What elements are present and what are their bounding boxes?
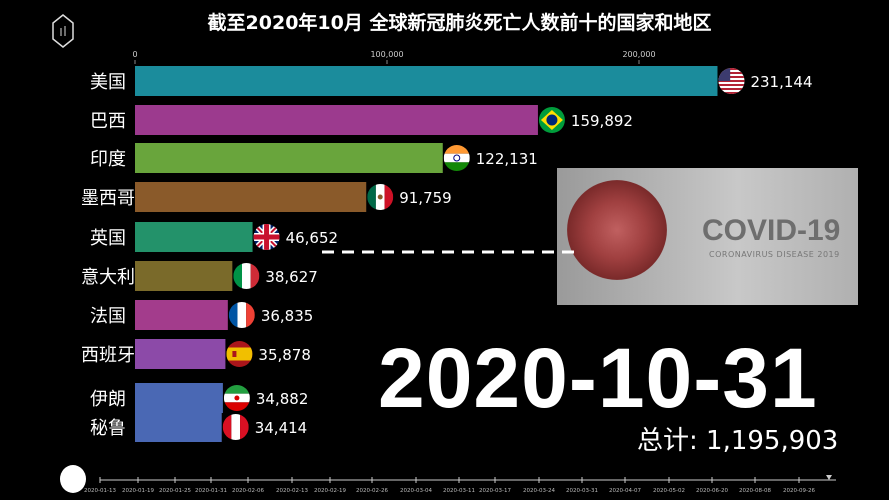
bar (135, 222, 253, 252)
peru-flag-icon (222, 414, 249, 440)
timeline-progress-marker[interactable] (826, 475, 832, 480)
timeline-label: 2020-02-26 (356, 488, 388, 494)
category-label: 美国 (90, 72, 126, 93)
us-flag-icon (718, 68, 745, 94)
category-label: 秘鲁 (90, 418, 126, 439)
x-tick-label: 200,000 (622, 50, 655, 59)
x-tick-label: 100,000 (370, 50, 403, 59)
uk-flag-icon (253, 224, 280, 250)
timeline-label: 2020-06-20 (696, 488, 728, 494)
category-label: 墨西哥 (81, 188, 135, 209)
timeline-label: 2020-03-17 (479, 488, 511, 494)
category-label: 意大利 (81, 267, 135, 288)
bar (135, 143, 443, 173)
value-label: 35,878 (258, 346, 311, 364)
covid-image: COVID-19 CORONAVIRUS DISEASE 2019 (557, 168, 858, 305)
total-deaths: 总计: 1,195,903 (637, 426, 839, 456)
brazil-flag-icon (538, 107, 565, 133)
covid-image-title: COVID-19 (702, 214, 841, 247)
bar (135, 383, 223, 413)
france-flag-icon (228, 302, 255, 328)
bar (135, 66, 718, 96)
iran-flag-icon (223, 385, 250, 411)
timeline-label: 2020-05-02 (653, 488, 685, 494)
timeline-label: 2020-08-08 (739, 488, 771, 494)
value-label: 36,835 (261, 307, 314, 325)
timeline-label: 2020-02-13 (276, 488, 308, 494)
timeline-label: 2020-02-19 (314, 488, 346, 494)
india-flag-icon (443, 145, 470, 171)
italy-flag-icon (233, 263, 260, 289)
mexico-flag-icon (367, 184, 394, 210)
timeline-label: 2020-01-25 (159, 488, 191, 494)
value-label: 231,144 (750, 73, 812, 91)
value-label: 46,652 (286, 229, 339, 247)
value-label: 122,131 (476, 150, 538, 168)
bar (135, 105, 538, 135)
value-label: 38,627 (265, 268, 318, 286)
timeline-label: 2020-01-19 (122, 488, 154, 494)
bar (135, 182, 367, 212)
bar (135, 412, 222, 442)
chart-title: 截至2020年10月 全球新冠肺炎死亡人数前十的国家和地区 (207, 12, 712, 34)
timeline-label: 2020-01-31 (195, 488, 227, 494)
play-button[interactable] (60, 465, 86, 493)
bar (135, 339, 226, 369)
covid-image-subtitle: CORONAVIRUS DISEASE 2019 (709, 250, 840, 259)
category-label: 法国 (90, 306, 126, 327)
category-label: 印度 (90, 149, 126, 170)
timeline-label: 2020-02-06 (232, 488, 264, 494)
timeline-label: 2020-03-31 (566, 488, 598, 494)
virus-illustration (567, 180, 667, 280)
timeline-label: 2020-03-04 (400, 488, 432, 494)
bar (135, 300, 228, 330)
value-label: 34,414 (255, 419, 307, 437)
spain-flag-icon (226, 341, 253, 367)
timeline-label: 2020-03-24 (523, 488, 555, 494)
current-date: 2020-10-31 (378, 331, 818, 425)
x-tick-label: 0 (132, 50, 137, 59)
category-label: 伊朗 (90, 389, 126, 410)
category-label: 英国 (90, 228, 126, 249)
timeline-label: 2020-03-11 (443, 488, 475, 494)
value-label: 91,759 (399, 189, 452, 207)
category-label: 西班牙 (81, 345, 135, 366)
bar (135, 261, 233, 291)
logo-icon (52, 14, 74, 48)
timeline-label: 2020-01-13 (84, 488, 116, 494)
value-label: 34,882 (256, 390, 309, 408)
value-label: 159,892 (571, 112, 633, 130)
timeline-label: 2020-04-07 (609, 488, 641, 494)
category-label: 巴西 (90, 111, 126, 132)
timeline-label: 2020-09-26 (783, 488, 815, 494)
